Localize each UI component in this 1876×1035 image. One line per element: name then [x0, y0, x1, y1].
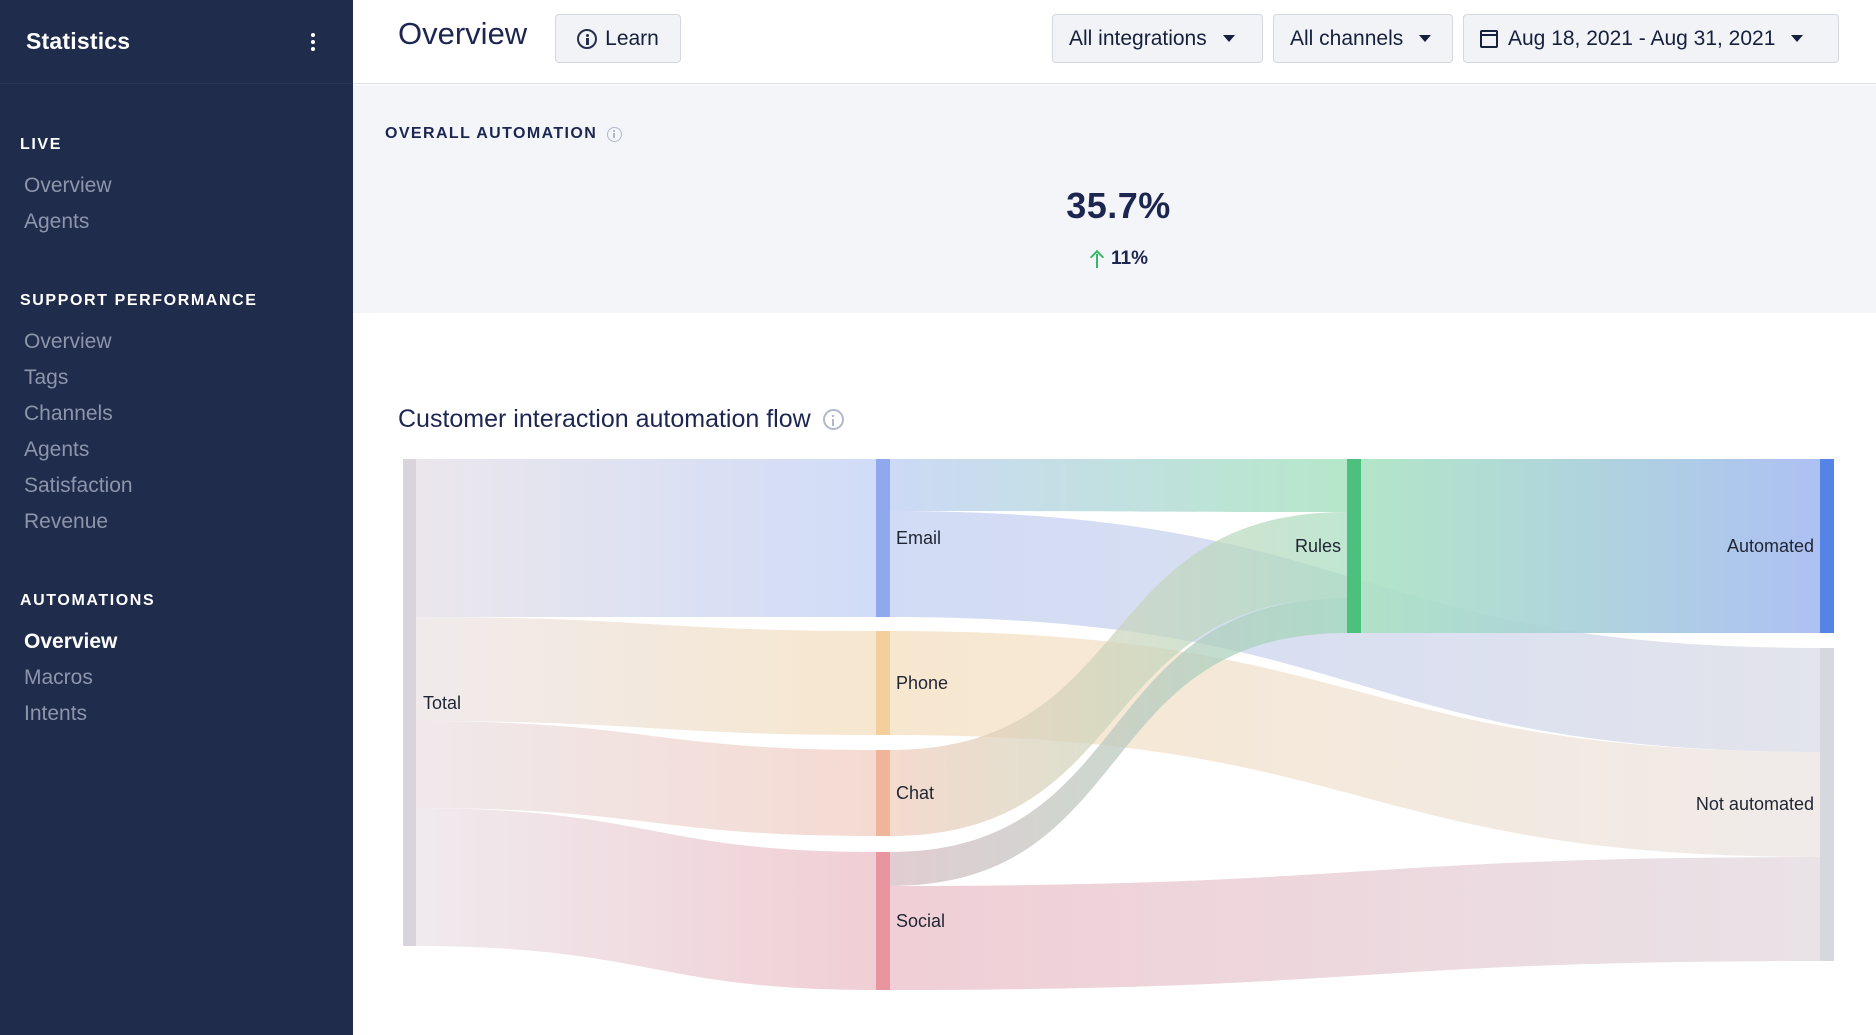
flow-link-rules-automated	[1361, 459, 1820, 633]
sidebar-item-support-agents[interactable]: Agents	[24, 438, 90, 461]
sidebar-item-intents[interactable]: Intents	[24, 702, 88, 725]
channels-dropdown[interactable]: All channels	[1273, 14, 1453, 63]
flow-node-rules[interactable]	[1347, 459, 1361, 633]
flow-node-total[interactable]	[403, 459, 416, 946]
flow-label-total: Total	[423, 693, 461, 713]
flow-link-total-chat	[413, 721, 876, 836]
flow-link-email-rules	[890, 459, 1347, 512]
channels-dropdown-label: All channels	[1290, 26, 1404, 50]
sidebar-item-revenue[interactable]: Revenue	[24, 510, 109, 533]
flow-node-social[interactable]	[876, 852, 890, 990]
flow-node-chat[interactable]	[876, 750, 890, 836]
sidebar-section-automations: AUTOMATIONS Overview Macros Intents	[0, 592, 155, 732]
overall-automation-title: OVERALL AUTOMATION	[385, 125, 598, 142]
more-options-icon[interactable]	[301, 30, 325, 54]
sidebar-item-macros[interactable]: Macros	[24, 666, 93, 689]
flow-link-social-rules	[890, 598, 1347, 886]
flow-node-phone[interactable]	[876, 631, 890, 735]
sidebar-item-tags[interactable]: Tags	[24, 366, 69, 389]
overall-automation-delta: 11%	[353, 248, 1876, 270]
page-title: Overview	[398, 16, 528, 51]
flow-link-chat-rules	[890, 512, 1347, 836]
flow-title-text: Customer interaction automation flow	[398, 405, 811, 433]
flow-link-phone-not-automated	[890, 631, 1820, 857]
caret-down-icon	[1222, 35, 1235, 42]
delta-value: 11%	[1111, 248, 1148, 269]
info-icon[interactable]	[607, 126, 623, 142]
info-icon	[577, 28, 598, 49]
overall-automation-value: 35.7%	[1066, 185, 1171, 226]
info-icon[interactable]	[822, 409, 844, 430]
flow-node-automated[interactable]	[1820, 459, 1834, 633]
flow-label-not-automated: Not automated	[1696, 794, 1814, 814]
overall-automation-heading: OVERALL AUTOMATION	[385, 125, 623, 143]
flow-link-total-email	[413, 459, 876, 617]
calendar-icon	[1480, 29, 1498, 48]
flow-label-rules: Rules	[1295, 536, 1341, 556]
integrations-dropdown-label: All integrations	[1069, 26, 1207, 50]
overall-automation-panel: OVERALL AUTOMATION 35.7% 11%	[353, 85, 1876, 313]
flow-link-social-not-automated	[890, 857, 1820, 990]
sidebar-title: Statistics	[26, 28, 131, 54]
sidebar-section-support-performance: SUPPORT PERFORMANCE Overview Tags Channe…	[0, 292, 258, 540]
sidebar-section-live: LIVE Overview Agents	[0, 136, 112, 240]
flow-node-not-automated[interactable]	[1820, 648, 1834, 961]
sidebar-item-channels[interactable]: Channels	[24, 402, 113, 425]
sidebar-item-live-overview[interactable]: Overview	[24, 174, 112, 197]
arrow-up-icon	[1089, 250, 1105, 268]
sidebar-item-satisfaction[interactable]: Satisfaction	[24, 474, 133, 497]
flow-label-automated: Automated	[1727, 536, 1814, 556]
flow-label-email: Email	[896, 528, 941, 548]
sidebar-item-support-overview[interactable]: Overview	[24, 330, 112, 353]
caret-down-icon	[1419, 35, 1432, 42]
top-bar: Overview Learn All integrations All chan…	[353, 0, 1876, 84]
date-range-picker[interactable]: Aug 18, 2021 - Aug 31, 2021	[1463, 14, 1839, 63]
sidebar-item-live-agents[interactable]: Agents	[24, 210, 90, 233]
flow-link-total-social	[413, 808, 876, 990]
flow-title: Customer interaction automation flow	[398, 405, 844, 434]
integrations-dropdown[interactable]: All integrations	[1052, 14, 1263, 63]
flow-link-total-phone	[413, 617, 876, 735]
date-range-label: Aug 18, 2021 - Aug 31, 2021	[1508, 26, 1776, 50]
sidebar-section-title: SUPPORT PERFORMANCE	[20, 292, 258, 309]
learn-button-label: Learn	[605, 26, 659, 50]
sidebar-section-title: LIVE	[20, 136, 62, 153]
sidebar-header: Statistics	[0, 0, 353, 84]
sidebar-section-title: AUTOMATIONS	[20, 592, 156, 609]
flow-node-email[interactable]	[876, 459, 890, 617]
sidebar-item-automations-overview[interactable]: Overview	[24, 630, 118, 653]
caret-down-icon	[1791, 35, 1804, 42]
flow-label-chat: Chat	[896, 783, 934, 803]
flow-label-phone: Phone	[896, 673, 948, 693]
flow-label-social: Social	[896, 911, 945, 931]
learn-button[interactable]: Learn	[555, 14, 681, 63]
sidebar: Statistics LIVE Overview Agents SUPPORT …	[0, 0, 353, 1035]
